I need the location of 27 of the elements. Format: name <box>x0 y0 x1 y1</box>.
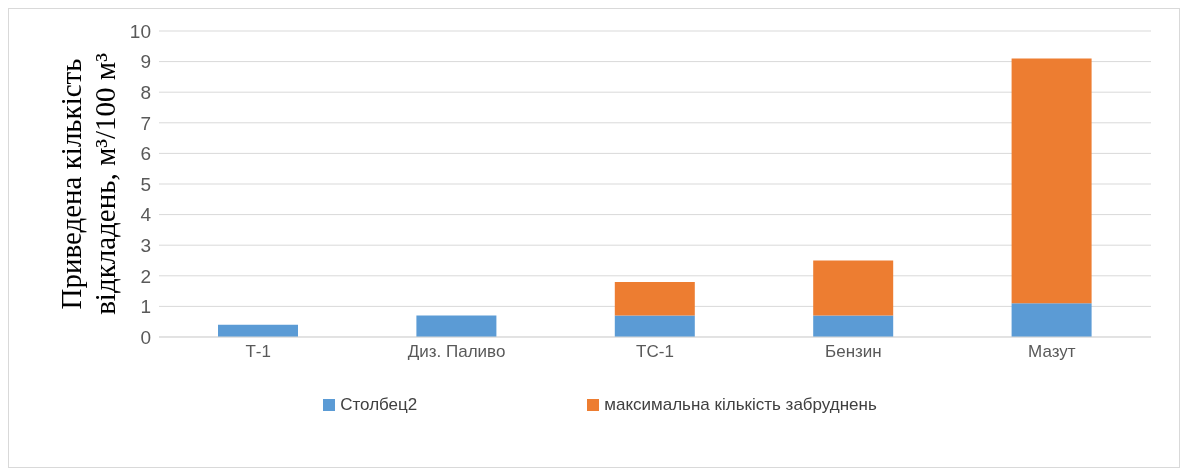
bar <box>1011 58 1092 304</box>
bar <box>813 260 894 316</box>
bar <box>218 324 298 337</box>
y-tick-label: 10 <box>129 20 151 42</box>
x-tick-label: ТС-1 <box>636 342 674 362</box>
y-tick-label: 4 <box>140 204 152 226</box>
x-tick-label: Мазут <box>1028 342 1076 362</box>
y-tick-label: 1 <box>140 296 151 318</box>
y-axis-title: Приведена кількість відкладень, м³/100 м³ <box>55 52 121 315</box>
bar <box>813 315 894 337</box>
x-tick-label: Бензин <box>825 342 882 362</box>
legend-label: максимальна кількість забруднень <box>604 395 877 415</box>
bar <box>1011 303 1092 337</box>
x-tick-label: Диз. Паливо <box>407 342 506 362</box>
y-tick-label: 0 <box>140 326 151 348</box>
y-tick-label: 5 <box>140 173 151 195</box>
y-tick-label: 7 <box>140 112 151 134</box>
y-tick-label: 3 <box>140 234 151 256</box>
bar <box>416 315 497 337</box>
y-tick-label: 2 <box>140 265 151 287</box>
y-tick-label: 6 <box>140 143 151 165</box>
bar <box>614 315 695 337</box>
legend-label: Столбец2 <box>340 395 418 415</box>
bar <box>614 281 695 316</box>
x-tick-label: Т-1 <box>245 342 271 362</box>
y-tick-label: 9 <box>140 51 151 73</box>
y-tick-label: 8 <box>140 81 151 103</box>
